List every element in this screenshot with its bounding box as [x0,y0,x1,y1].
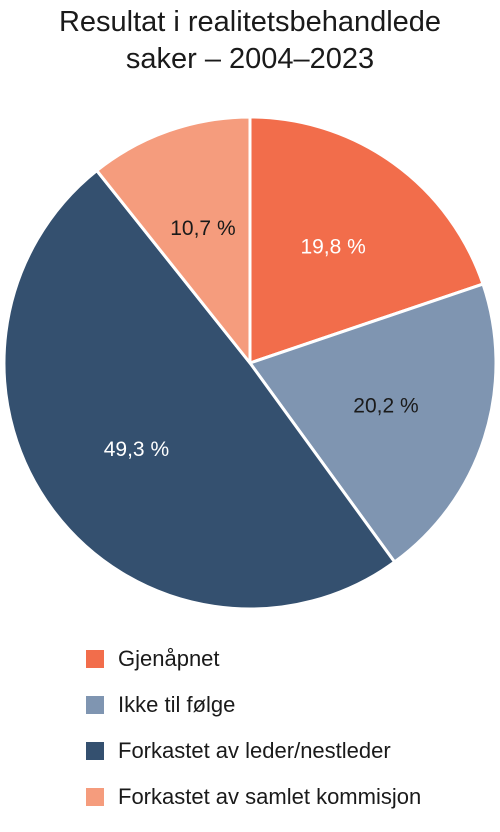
legend-item-forkastet-kommisjon: Forkastet av samlet kommisjon [86,783,422,809]
pie-slice [95,115,252,365]
legend-label-ikke-til-folge: Ikke til følge [118,691,236,717]
legend-item-ikke-til-folge: Ikke til følge [86,691,421,717]
pie-data-label: 10,7 % [170,217,235,240]
legend-swatch-forkastet-leder [86,741,104,760]
pie-data-label: 20,2 % [353,395,418,418]
legend-swatch-ikke-til-folge [86,695,104,714]
legend-swatch-gjenapnet [86,649,104,668]
chart-title: Resultat i realitetsbehandlede saker – 2… [0,4,500,78]
pie-chart: 19,8 % 20,2 % 49,3 % 10,7 % [2,115,498,611]
legend-item-gjenapnet: Gjenåpnet [86,645,421,671]
pie-data-label: 19,8 % [300,236,365,259]
legend-label-forkastet-leder: Forkastet av leder/nestleder [118,737,391,763]
pie-slice [248,115,485,365]
pie-slice [248,282,498,564]
chart-legend: Gjenåpnet Ikke til følge Forkastet av le… [86,645,422,832]
legend-swatch-forkastet-kommisjon [86,787,104,806]
chart-title-line-1: Resultat i realitetsbehandlede [58,6,442,38]
legend-label-forkastet-kommisjon: Forkastet av samlet kommisjon [118,783,422,809]
pie-data-label: 49,3 % [104,438,169,461]
pie-slice [2,169,397,611]
legend-label-gjenapnet: Gjenåpnet [118,645,220,671]
chart-title-line-2: saker – 2004–2023 [125,43,375,75]
legend-item-forkastet-leder: Forkastet av leder/nestleder [86,737,421,763]
